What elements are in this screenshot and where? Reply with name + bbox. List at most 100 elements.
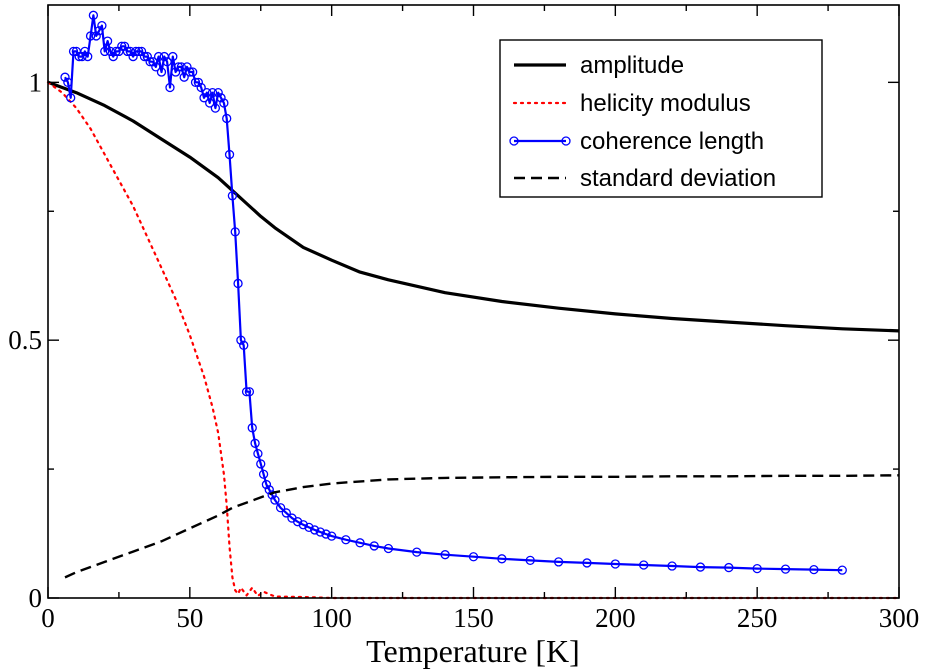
x-tick-label: 100 [311, 603, 352, 633]
data-point-coherence-length [108, 51, 118, 62]
data-point-coherence-length [244, 387, 255, 397]
data-point-coherence-length [412, 547, 422, 557]
data-point-coherence-length [151, 62, 161, 72]
data-point-coherence-length [667, 561, 677, 571]
data-point-coherence-length [610, 559, 620, 569]
x-tick-label: 200 [595, 603, 636, 633]
legend-label-coherence-length: coherence length [580, 128, 764, 155]
data-point-coherence-length [309, 525, 320, 535]
legend-label-standard-deviation: standard deviation [580, 165, 776, 192]
data-point-coherence-length [752, 563, 762, 574]
legend: amplitude helicity modulus coherence lengt… [499, 39, 823, 198]
data-point-coherence-length [230, 227, 240, 237]
legend-label-helicity-modulus: helicity modulus [580, 90, 751, 117]
axis-ticks [47, 5, 900, 599]
data-point-coherence-length [264, 485, 274, 495]
data-point-coherence-length [383, 543, 394, 554]
data-point-coherence-length [809, 564, 819, 575]
data-point-coherence-length [253, 448, 263, 459]
x-tick-label: 300 [879, 603, 920, 633]
x-axis-title: Temperature [K] [366, 633, 580, 669]
data-point-coherence-length [68, 46, 79, 57]
data-point-coherence-length [97, 20, 107, 31]
legend-marker-coherence-length [509, 136, 519, 146]
data-point-coherence-length [210, 103, 221, 113]
data-point-coherence-length [222, 113, 232, 124]
data-point-coherence-length [207, 88, 218, 98]
data-point-coherence-length [85, 31, 96, 41]
data-point-coherence-length [185, 67, 195, 77]
data-point-coherence-length [156, 67, 167, 77]
data-point-coherence-length [256, 459, 266, 469]
data-point-coherence-length [145, 57, 155, 67]
data-point-coherence-length [153, 51, 164, 62]
data-point-coherence-length [275, 503, 286, 513]
x-tick-label: 50 [176, 603, 203, 633]
data-point-coherence-length [179, 72, 189, 82]
data-point-coherence-length [553, 557, 564, 567]
x-tick-label: 150 [453, 603, 494, 633]
series-line-standard-deviation [64, 474, 900, 579]
data-point-coherence-length [298, 520, 308, 530]
data-point-coherence-length [117, 41, 127, 51]
legend-marker-coherence-length [561, 136, 571, 146]
data-point-coherence-length [315, 527, 325, 537]
data-point-coherence-length [63, 77, 73, 87]
data-point-coherence-length [190, 77, 201, 87]
data-point-coherence-length [202, 88, 212, 98]
data-point-coherence-length [188, 67, 198, 77]
legend-items: amplitude helicity modulus coherence lengt… [509, 52, 776, 192]
data-point-coherence-length [724, 562, 734, 573]
data-point-coherence-length [80, 46, 90, 57]
data-point-coherence-length [148, 57, 158, 67]
series-line-amplitude [47, 80, 900, 333]
data-point-coherence-length [102, 36, 113, 46]
data-point-coherence-length [241, 387, 252, 397]
data-point-coherence-length [250, 438, 260, 448]
data-point-coherence-length [66, 93, 76, 103]
data-point-coherence-length [213, 88, 223, 98]
data-point-coherence-length [525, 555, 535, 566]
data-point-coherence-length [281, 508, 291, 518]
data-point-coherence-length [193, 77, 203, 87]
data-point-coherence-length [837, 565, 847, 575]
data-point-coherence-length [639, 560, 649, 570]
data-point-coherence-length [497, 554, 507, 564]
data-point-coherence-length [355, 538, 365, 548]
data-point-coherence-length [165, 82, 175, 93]
data-point-coherence-length [94, 26, 104, 36]
data-point-coherence-length [239, 340, 249, 350]
data-point-coherence-length [582, 558, 592, 568]
data-point-coherence-length [236, 335, 246, 345]
data-point-coherence-length [83, 51, 93, 62]
data-point-coherence-length [142, 51, 152, 62]
data-point-coherence-length [88, 10, 99, 20]
data-point-coherence-length [170, 67, 181, 77]
y-tick-label: 1 [29, 67, 43, 97]
data-point-coherence-length [695, 562, 706, 572]
data-point-coherence-length [199, 93, 209, 103]
data-point-coherence-length [91, 31, 101, 41]
data-point-coherence-length [270, 495, 280, 505]
x-tick-label: 250 [737, 603, 778, 633]
axis-tick-labels: 0 50 100 150 200 250 300 0 0.5 1 [8, 67, 919, 633]
data-point-coherence-length [77, 51, 87, 62]
y-tick-label: 0.5 [8, 325, 42, 355]
data-point-coherence-length [216, 93, 226, 103]
data-point-coherence-length [168, 51, 178, 62]
data-point-coherence-length [205, 98, 215, 108]
data-point-coherence-length [119, 41, 130, 51]
data-point-coherence-length [233, 278, 243, 289]
data-point-coherence-length [341, 535, 351, 545]
data-point-coherence-length [111, 46, 121, 57]
data-point-coherence-length [780, 564, 791, 574]
data-point-coherence-length [247, 423, 257, 433]
data-point-coherence-length [162, 57, 172, 67]
data-point-coherence-length [258, 469, 269, 479]
data-point-coherence-length [304, 522, 314, 533]
data-point-coherence-length [139, 51, 150, 62]
data-point-coherence-length [224, 149, 235, 160]
data-point-coherence-length [182, 62, 192, 72]
data-point-coherence-length [369, 541, 379, 551]
